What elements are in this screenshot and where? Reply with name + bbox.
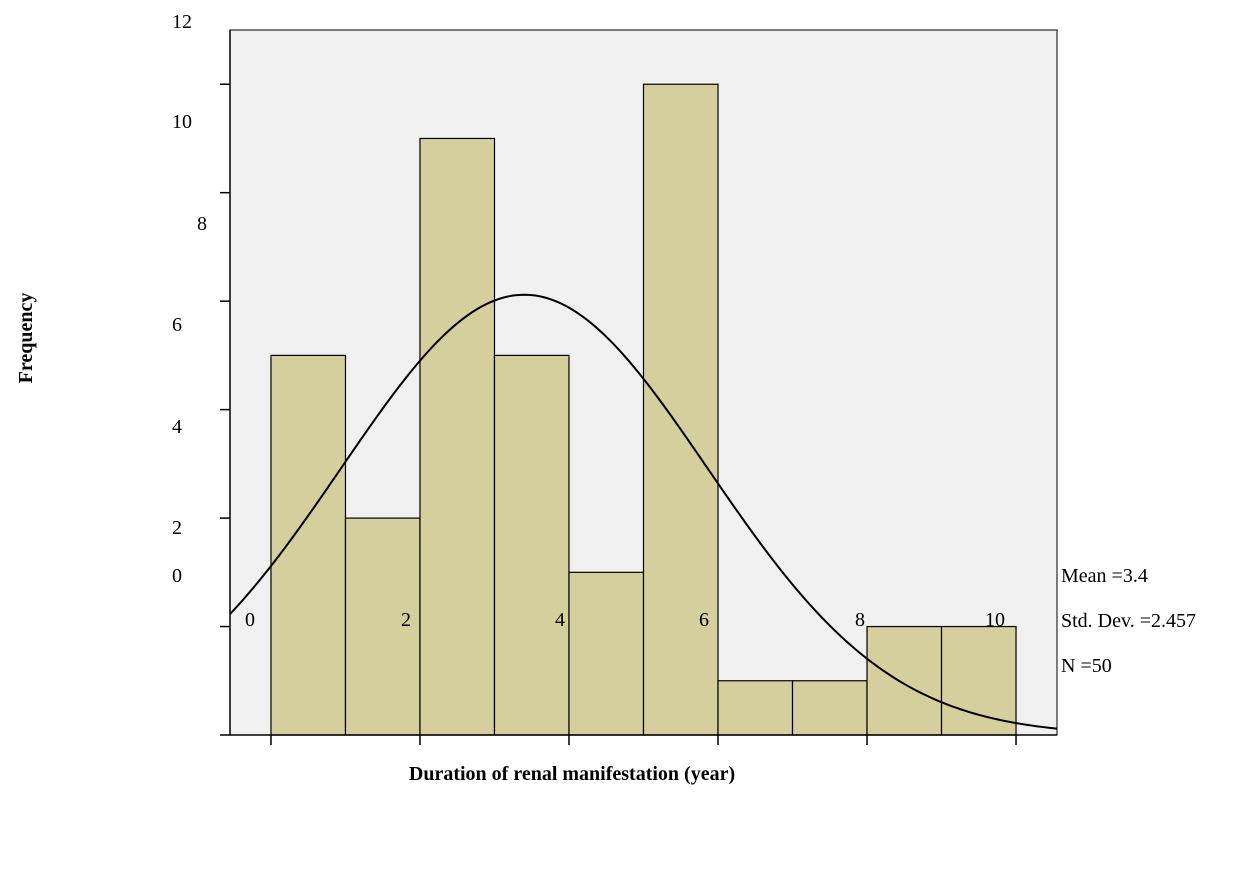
histogram-bar <box>866 625 943 736</box>
y-tick-label: 10 <box>172 111 192 133</box>
y-tick-label: 12 <box>172 11 192 33</box>
histogram-bar <box>568 571 645 736</box>
normal-curve-line <box>229 293 1058 730</box>
histogram-bar <box>270 354 347 736</box>
bars-group <box>270 83 1017 736</box>
x-axis-title: Duration of renal manifestation (year) <box>409 763 735 785</box>
y-tick-label: 6 <box>172 314 182 336</box>
x-tick-label: 0 <box>245 609 255 631</box>
y-tick-label: 2 <box>172 517 182 539</box>
histogram-bar <box>493 354 570 736</box>
y-axis-title: Frequency <box>15 293 37 384</box>
x-tick-label: 10 <box>985 609 1005 631</box>
stat-std-dev: Std. Dev. =2.457 <box>1061 610 1196 632</box>
x-tick-label: 2 <box>401 609 411 631</box>
x-tick-label: 8 <box>855 609 865 631</box>
x-tick-label: 4 <box>555 609 565 631</box>
curve-group <box>229 293 1058 730</box>
y-tick-label: 8 <box>197 213 207 235</box>
x-tick-label: 6 <box>699 609 709 631</box>
y-tick-label: 0 <box>172 565 182 587</box>
histogram-bar <box>419 137 496 736</box>
histogram-bar <box>344 517 421 736</box>
axes-group <box>220 30 1057 745</box>
y-tick-label: 4 <box>172 416 182 438</box>
stat-mean: Mean =3.4 <box>1061 565 1148 587</box>
histogram-bar <box>940 625 1017 736</box>
labels-group: 12 10 8 6 4 2 0 0 2 4 6 8 10 Duration of renal manife… <box>15 11 1196 785</box>
histogram-bar <box>642 83 719 736</box>
histogram-bar <box>717 680 794 736</box>
stat-n: N =50 <box>1061 655 1112 677</box>
histogram-bar <box>791 680 868 736</box>
